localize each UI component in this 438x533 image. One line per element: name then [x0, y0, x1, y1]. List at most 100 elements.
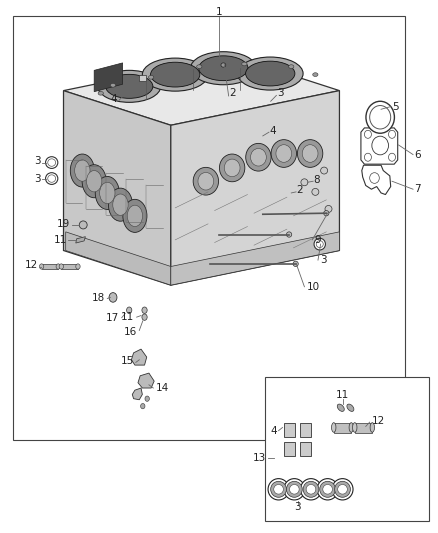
Text: 11: 11 — [336, 391, 349, 400]
Text: 15: 15 — [120, 357, 134, 366]
Text: 12: 12 — [25, 261, 39, 270]
Ellipse shape — [197, 65, 202, 68]
Ellipse shape — [349, 423, 353, 432]
Polygon shape — [42, 264, 58, 269]
Ellipse shape — [99, 182, 115, 204]
Ellipse shape — [300, 479, 321, 500]
Text: 9: 9 — [314, 235, 321, 245]
Text: 1: 1 — [215, 7, 223, 17]
Ellipse shape — [193, 167, 219, 195]
Ellipse shape — [141, 403, 145, 409]
Ellipse shape — [199, 56, 248, 80]
Ellipse shape — [56, 264, 60, 269]
Text: 10: 10 — [307, 282, 320, 292]
Bar — [284, 442, 295, 456]
Ellipse shape — [127, 307, 132, 313]
Text: 6: 6 — [414, 150, 421, 159]
Bar — [300, 442, 311, 456]
Text: 17: 17 — [106, 313, 119, 322]
Ellipse shape — [370, 173, 379, 183]
Bar — [284, 423, 295, 437]
Ellipse shape — [364, 130, 371, 138]
Ellipse shape — [242, 62, 247, 66]
Bar — [139, 75, 146, 81]
Text: 3: 3 — [277, 88, 284, 98]
Ellipse shape — [224, 159, 240, 177]
Ellipse shape — [98, 70, 161, 102]
Ellipse shape — [191, 52, 256, 85]
Ellipse shape — [347, 404, 354, 411]
Polygon shape — [171, 91, 339, 285]
Ellipse shape — [246, 61, 295, 86]
Text: 11: 11 — [53, 235, 67, 245]
Polygon shape — [171, 232, 339, 285]
Text: 4: 4 — [269, 126, 276, 135]
Polygon shape — [94, 63, 123, 92]
Ellipse shape — [274, 484, 283, 494]
Text: 3: 3 — [321, 255, 327, 265]
Ellipse shape — [366, 101, 394, 133]
Ellipse shape — [332, 423, 336, 432]
Text: 16: 16 — [124, 327, 137, 336]
Ellipse shape — [325, 206, 332, 213]
Ellipse shape — [46, 157, 58, 168]
Text: 13: 13 — [253, 454, 266, 463]
Ellipse shape — [251, 148, 266, 166]
Ellipse shape — [106, 74, 153, 99]
Bar — [13, 16, 405, 440]
Ellipse shape — [364, 154, 371, 161]
Ellipse shape — [337, 404, 344, 411]
Polygon shape — [138, 373, 154, 388]
Ellipse shape — [271, 481, 286, 497]
Polygon shape — [362, 165, 391, 195]
Ellipse shape — [317, 479, 338, 500]
Text: 4: 4 — [111, 94, 117, 103]
Ellipse shape — [142, 307, 147, 313]
Bar — [265, 377, 429, 521]
Text: 11: 11 — [121, 312, 134, 321]
Ellipse shape — [70, 154, 94, 187]
Ellipse shape — [246, 143, 271, 171]
Ellipse shape — [353, 423, 357, 432]
Ellipse shape — [148, 76, 154, 79]
Text: 19: 19 — [57, 219, 70, 229]
Ellipse shape — [335, 481, 350, 497]
Ellipse shape — [320, 481, 336, 497]
Ellipse shape — [289, 65, 294, 68]
Text: 3: 3 — [35, 174, 41, 183]
Text: 2: 2 — [229, 88, 236, 98]
Ellipse shape — [127, 205, 142, 227]
Text: 8: 8 — [313, 175, 320, 185]
Ellipse shape — [312, 189, 319, 195]
Text: 7: 7 — [414, 184, 421, 194]
Ellipse shape — [237, 57, 303, 90]
Ellipse shape — [302, 144, 318, 163]
Ellipse shape — [46, 173, 58, 184]
Ellipse shape — [389, 130, 396, 138]
Ellipse shape — [76, 264, 80, 269]
Bar — [355, 423, 372, 433]
Ellipse shape — [290, 484, 299, 494]
Polygon shape — [76, 237, 85, 243]
Ellipse shape — [113, 194, 128, 215]
Ellipse shape — [219, 154, 245, 182]
Ellipse shape — [109, 293, 117, 302]
Ellipse shape — [303, 481, 319, 497]
Ellipse shape — [286, 481, 302, 497]
Ellipse shape — [110, 84, 116, 87]
Polygon shape — [61, 264, 78, 269]
Polygon shape — [64, 91, 171, 285]
Ellipse shape — [271, 140, 297, 167]
Ellipse shape — [370, 423, 374, 432]
Ellipse shape — [324, 211, 329, 216]
Ellipse shape — [59, 264, 64, 269]
Ellipse shape — [151, 62, 200, 87]
Ellipse shape — [86, 171, 102, 192]
Ellipse shape — [332, 479, 353, 500]
Ellipse shape — [39, 264, 44, 269]
Ellipse shape — [338, 484, 347, 494]
Polygon shape — [361, 128, 398, 164]
Text: 4: 4 — [270, 426, 277, 435]
Ellipse shape — [79, 221, 87, 229]
Ellipse shape — [316, 241, 323, 247]
